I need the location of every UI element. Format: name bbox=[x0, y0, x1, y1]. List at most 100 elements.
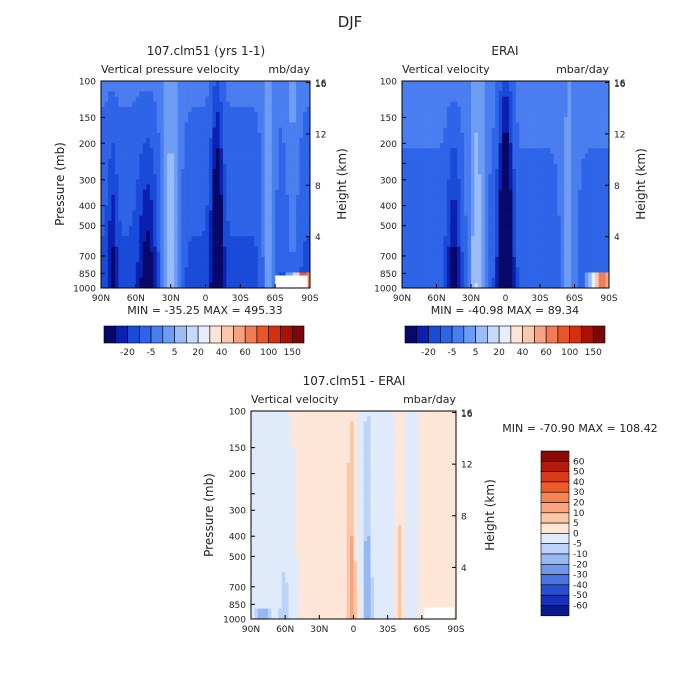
heatmap-cell bbox=[296, 272, 300, 278]
heatmap-cell bbox=[195, 143, 199, 149]
heatmap-cell bbox=[574, 256, 579, 263]
heatmap-cell bbox=[163, 153, 168, 159]
heatmap-cell bbox=[515, 277, 520, 284]
heatmap-cell bbox=[275, 106, 279, 113]
colorbar-swatch bbox=[291, 325, 305, 344]
heatmap-cell bbox=[419, 189, 423, 196]
heatmap-cell bbox=[474, 96, 479, 102]
heatmap-cell bbox=[581, 137, 586, 144]
heatmap-cell bbox=[477, 91, 482, 97]
heatmap-cell bbox=[484, 143, 489, 149]
heatmap-cell bbox=[251, 504, 255, 511]
heatmap-cell bbox=[247, 231, 252, 237]
heatmap-cell bbox=[602, 225, 606, 232]
colorbar-swatch bbox=[162, 325, 175, 344]
heatmap-cell bbox=[208, 262, 213, 268]
heatmap-cell bbox=[184, 200, 189, 206]
heatmap-cell bbox=[254, 168, 259, 175]
heatmap-cell bbox=[296, 225, 300, 232]
heatmap-cell bbox=[536, 117, 541, 123]
heatmap-cell bbox=[598, 143, 603, 149]
heatmap-cell bbox=[595, 127, 599, 134]
heatmap-cell bbox=[519, 137, 524, 144]
heatmap-cell bbox=[111, 184, 116, 190]
heatmap-cell bbox=[574, 106, 579, 113]
heatmap-cell bbox=[170, 241, 175, 247]
heatmap-cell bbox=[605, 205, 610, 211]
heatmap-cell bbox=[588, 106, 593, 113]
heatmap-cell bbox=[271, 210, 276, 216]
heatmap-cell bbox=[567, 101, 572, 108]
heatmap-cell bbox=[571, 158, 575, 165]
heatmap-cell bbox=[261, 272, 266, 278]
heatmap-cell bbox=[282, 112, 286, 118]
heatmap-cell bbox=[602, 112, 606, 118]
heatmap-cell bbox=[553, 112, 558, 118]
heatmap-cell bbox=[564, 127, 568, 134]
heatmap-cell bbox=[208, 200, 213, 206]
heatmap-cell bbox=[481, 210, 486, 216]
heatmap-cell bbox=[553, 86, 558, 92]
heatmap-cell bbox=[429, 215, 434, 222]
heatmap-cell bbox=[195, 277, 199, 284]
heatmap-cell bbox=[419, 277, 423, 284]
heatmap-cell bbox=[484, 200, 489, 206]
heatmap-cell bbox=[275, 246, 279, 253]
heatmap-cell bbox=[181, 81, 185, 87]
heatmap-cell bbox=[222, 256, 227, 263]
heatmap-cell bbox=[170, 225, 175, 232]
heatmap-cell bbox=[264, 158, 269, 165]
heatmap-cell bbox=[174, 96, 178, 102]
colorbar-label: 40 bbox=[216, 348, 228, 358]
heatmap-cell bbox=[202, 101, 206, 108]
heatmap-cell bbox=[467, 220, 472, 227]
heatmap-cell bbox=[142, 236, 147, 242]
heatmap-cell bbox=[167, 194, 171, 201]
heatmap-cell bbox=[146, 256, 151, 263]
heatmap-cell bbox=[426, 205, 430, 211]
heatmap-cell bbox=[526, 179, 530, 185]
heatmap-cell bbox=[282, 132, 286, 139]
heatmap-cell bbox=[553, 189, 558, 196]
heatmap-cell bbox=[436, 86, 441, 92]
heatmap-cell bbox=[422, 112, 427, 118]
heatmap-cell bbox=[522, 215, 527, 222]
heatmap-cell bbox=[571, 236, 575, 242]
heatmap-cell bbox=[107, 179, 112, 185]
heatmap-cell bbox=[236, 112, 241, 118]
heatmap-cell bbox=[515, 106, 520, 113]
heatmap-cell bbox=[581, 179, 586, 185]
heatmap-cell bbox=[553, 96, 558, 102]
heatmap-cell bbox=[553, 158, 558, 165]
heatmap-cell bbox=[125, 122, 130, 128]
heatmap-cell bbox=[529, 153, 534, 159]
heatmap-cell bbox=[275, 236, 279, 242]
heatmap-cell bbox=[215, 236, 220, 242]
heatmap-cell bbox=[153, 86, 158, 92]
heatmap-cell bbox=[219, 225, 224, 232]
heatmap-cell bbox=[215, 256, 220, 263]
heatmap-cell bbox=[536, 277, 541, 284]
heatmap-cell bbox=[495, 96, 499, 102]
heatmap-cell bbox=[271, 137, 276, 144]
heatmap-cell bbox=[188, 225, 192, 232]
heatmap-cell bbox=[306, 122, 311, 128]
heatmap-cell bbox=[282, 163, 286, 170]
heatmap-cell bbox=[268, 282, 272, 289]
heatmap-cell bbox=[443, 215, 448, 222]
heatmap-cell bbox=[229, 86, 234, 92]
heatmap-cell bbox=[243, 210, 248, 216]
panel-model-field bbox=[101, 81, 311, 289]
heatmap-cell bbox=[471, 215, 475, 222]
heatmap-cell bbox=[170, 194, 175, 201]
heatmap-cell bbox=[101, 101, 105, 108]
heatmap-cell bbox=[584, 143, 589, 149]
heatmap-cell bbox=[118, 210, 123, 216]
heatmap-cell bbox=[412, 251, 417, 258]
heatmap-cell bbox=[139, 272, 144, 278]
heatmap-cell bbox=[515, 163, 520, 170]
heatmap-cell bbox=[303, 256, 307, 263]
heatmap-cell bbox=[233, 194, 238, 201]
heatmap-cell bbox=[285, 132, 290, 139]
heatmap-cell bbox=[299, 267, 304, 273]
